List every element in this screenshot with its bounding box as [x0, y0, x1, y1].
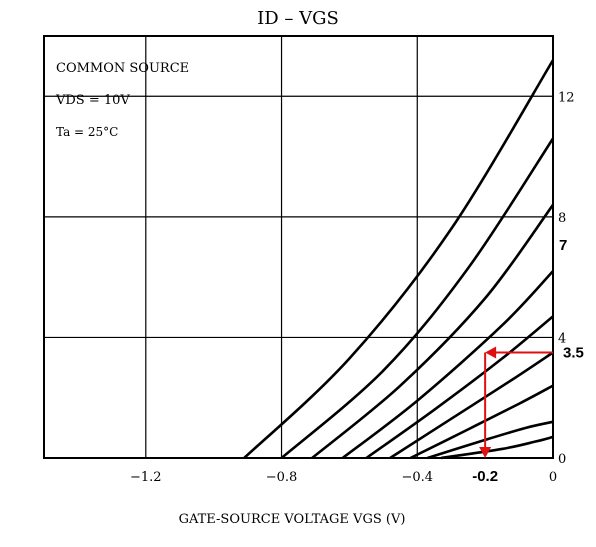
annotation-arrowhead-down [479, 447, 492, 458]
y-tick-label: 12 [558, 90, 575, 105]
x-tick-label: −1.2 [130, 470, 162, 485]
curve-line [427, 420, 554, 460]
condition-vds: VDS = 10V [55, 93, 130, 108]
x-tick-label: −0.4 [401, 470, 433, 485]
annotation-arrowhead-left [485, 346, 497, 359]
curve-line [365, 315, 554, 460]
condition-common-source: COMMON SOURCE [56, 61, 189, 76]
plot-area: −1.2 −0.8 −0.4 00 4 8 12 7 3.5 -0.2 [43, 35, 584, 485]
curve-line [311, 204, 555, 460]
y-tick-label: 0 [558, 452, 566, 467]
chart-title: ID – VGS [257, 8, 339, 29]
y-tick-label: 8 [558, 211, 566, 226]
curve-line [243, 59, 555, 459]
annotation-label-3-5: 3.5 [563, 345, 584, 362]
condition-ta: Ta = 25°C [56, 125, 118, 139]
curve-line [440, 435, 554, 460]
annotation-label-7: 7 [559, 237, 567, 254]
curve-line [280, 137, 555, 459]
curve-line [389, 351, 554, 460]
plot-frame [43, 35, 554, 459]
x-tick-label: 0 [549, 470, 557, 485]
curve-line [341, 270, 554, 460]
curve-line [409, 384, 554, 460]
x-axis-label: GATE-SOURCE VOLTAGE VGS (V) [179, 512, 406, 527]
x-tick-label: −0.8 [266, 470, 298, 485]
y-tick-label: 4 [558, 331, 566, 346]
annotation-label-neg-0-2: -0.2 [472, 468, 498, 485]
